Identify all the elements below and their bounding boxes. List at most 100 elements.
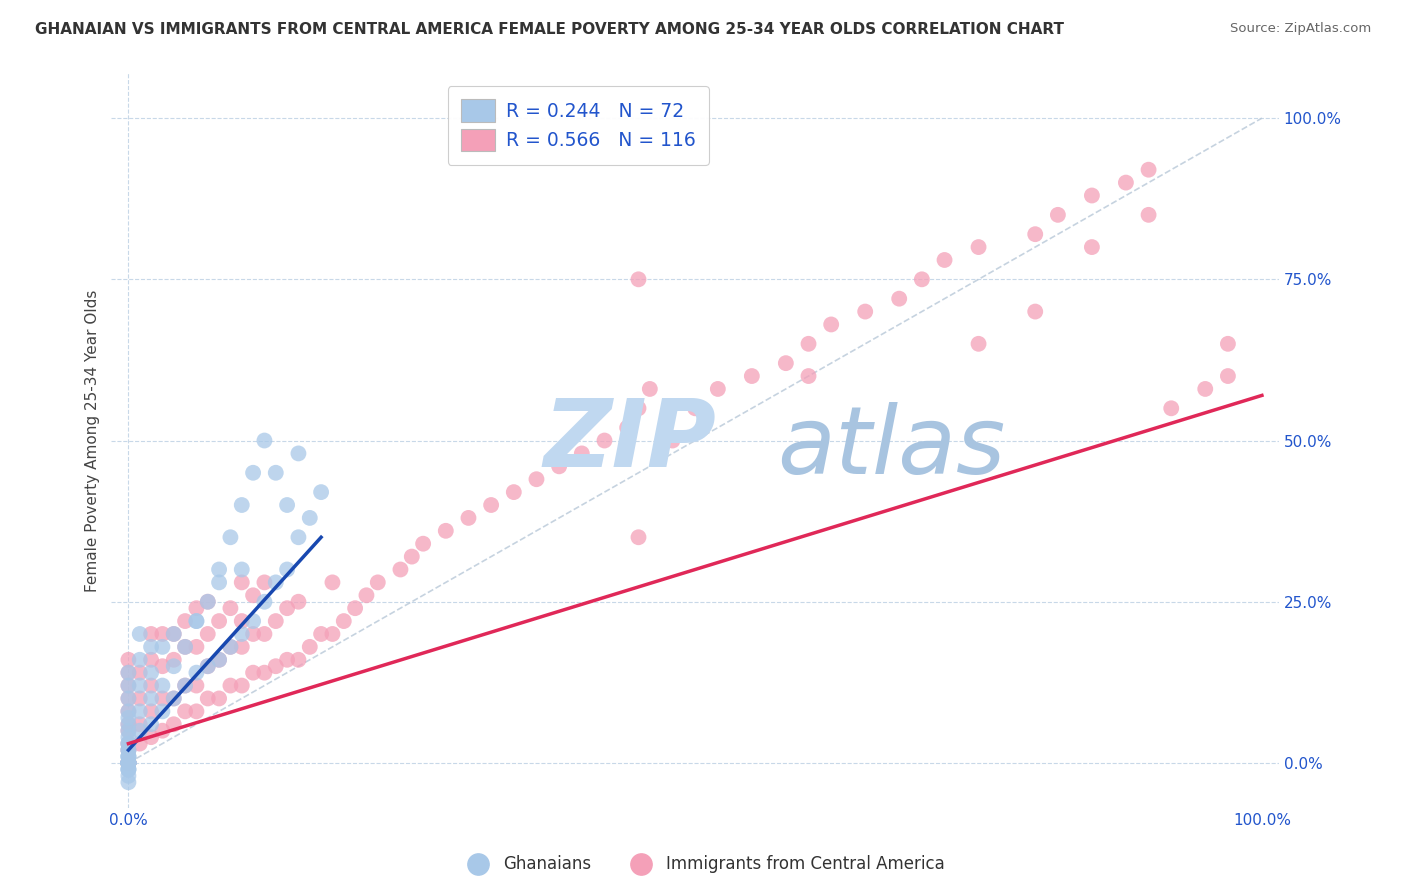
Point [117,704,139,718]
Point [117,756,139,770]
Point [457,511,479,525]
Point [1216,369,1239,384]
Point [139,691,162,706]
Point [367,575,389,590]
Point [128,627,150,641]
Point [1081,240,1104,254]
Point [797,336,820,351]
Point [707,382,730,396]
Point [219,530,242,544]
Point [219,640,242,654]
Point [186,665,208,680]
Point [321,627,343,641]
Point [276,562,298,576]
Point [287,653,309,667]
Point [117,743,139,757]
Point [264,575,287,590]
Point [1024,304,1046,318]
Point [934,252,956,267]
Point [163,717,186,731]
Legend: Ghanaians, Immigrants from Central America: Ghanaians, Immigrants from Central Ameri… [454,848,952,880]
Point [309,627,332,641]
Point [1081,188,1104,202]
Point [231,575,253,590]
Point [548,459,571,474]
Point [163,627,186,641]
Point [889,292,911,306]
Point [1046,208,1069,222]
Point [231,627,253,641]
Point [128,691,150,706]
Point [117,775,139,789]
Point [627,272,650,286]
Point [231,614,253,628]
Point [163,659,186,673]
Point [152,723,174,738]
Point [197,595,219,609]
Point [253,595,276,609]
Point [253,434,276,448]
Point [117,737,139,751]
Point [128,704,150,718]
Point [117,653,139,667]
Point [117,756,139,770]
Point [186,601,208,615]
Point [163,691,186,706]
Point [117,737,139,751]
Point [593,434,616,448]
Point [208,562,231,576]
Point [186,679,208,693]
Point [117,749,139,764]
Point [627,530,650,544]
Point [197,627,219,641]
Point [412,537,434,551]
Point [186,614,208,628]
Point [208,614,231,628]
Point [117,717,139,731]
Point [117,691,139,706]
Point [242,466,264,480]
Point [128,717,150,731]
Point [853,304,876,318]
Point [117,749,139,764]
Point [208,653,231,667]
Point [139,679,162,693]
Point [163,627,186,641]
Point [117,743,139,757]
Point [117,730,139,744]
Point [117,756,139,770]
Point [287,530,309,544]
Point [117,679,139,693]
Point [117,723,139,738]
Point [276,601,298,615]
Point [434,524,457,538]
Point [128,679,150,693]
Point [208,691,231,706]
Point [526,472,548,486]
Point [117,756,139,770]
Point [117,737,139,751]
Point [174,640,197,654]
Point [571,446,593,460]
Point [117,717,139,731]
Point [152,704,174,718]
Point [1024,227,1046,242]
Point [117,756,139,770]
Point [287,446,309,460]
Text: atlas: atlas [778,402,1005,493]
Point [117,756,139,770]
Point [197,595,219,609]
Point [197,659,219,673]
Point [253,627,276,641]
Point [502,485,524,500]
Point [231,679,253,693]
Point [117,665,139,680]
Point [242,665,264,680]
Point [1216,336,1239,351]
Point [321,575,343,590]
Point [683,401,706,416]
Point [128,737,150,751]
Point [186,704,208,718]
Point [139,627,162,641]
Point [231,562,253,576]
